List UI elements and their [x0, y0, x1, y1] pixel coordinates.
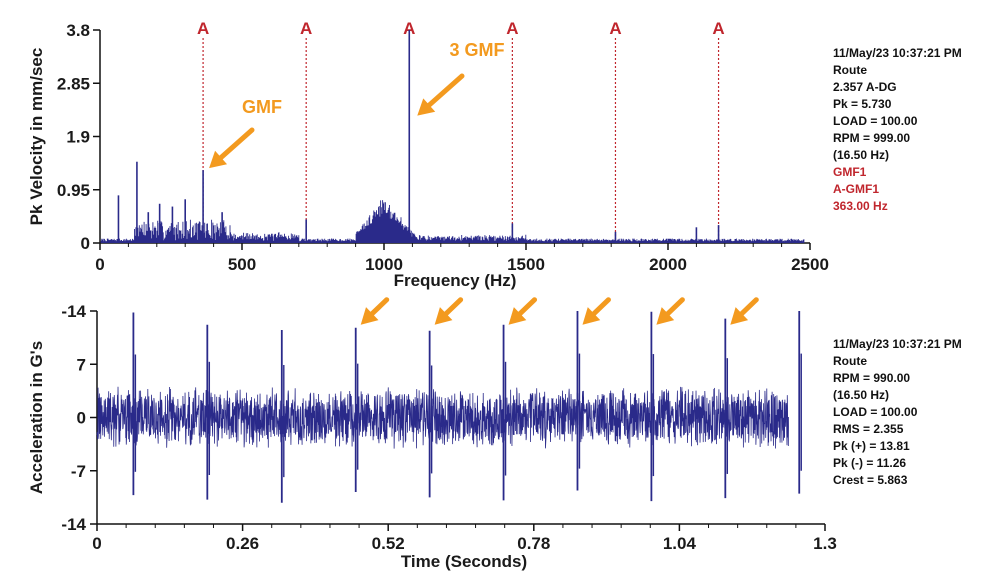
y-axis-title: Pk Velocity in mm/sec — [27, 48, 46, 226]
arrow-head — [209, 150, 228, 169]
x-tick-label: 0.52 — [372, 534, 405, 553]
spectrum-info-panel: 11/May/23 10:37:21 PM Route 2.357 A-DG Pk =… — [833, 45, 962, 215]
spectrum-chart: 0 0.95 1.9 2.85 3.8 0 500 1000 1500 2000 2500 Frequ… — [27, 19, 829, 290]
spectrum-info-gmf-line: GMF1 — [833, 165, 867, 179]
spectrum-info-line: RPM = 999.00 — [833, 131, 911, 145]
arrow-shaft — [218, 127, 255, 161]
y-tick-label: -7 — [71, 462, 86, 481]
gmf-marker-label: A — [197, 19, 209, 38]
y-tick-label: 1.9 — [66, 128, 90, 147]
y-tick-label: 0 — [81, 234, 90, 253]
y-axis-title: Acceleration in G's — [27, 341, 46, 494]
y-tick-label: 0.95 — [57, 181, 90, 200]
arrow-shaft — [517, 297, 538, 317]
waveform-chart: -14 7 0 -7 -14 0 0.26 0.52 0.78 1.04 1.3 Time (Seco… — [27, 297, 837, 571]
x-tick-label: 0 — [95, 255, 104, 274]
arrow-shaft — [443, 297, 464, 317]
x-tick-label: 2500 — [791, 255, 829, 274]
waveform-info-line: Route — [833, 354, 867, 368]
impact-annotation-arrow — [508, 297, 538, 325]
spectrum-info-line: 2.357 A-DG — [833, 80, 897, 94]
x-tick-label: 0.78 — [517, 534, 550, 553]
arrow-head — [434, 307, 453, 325]
y-tick-label: 0 — [77, 409, 86, 428]
spectrum-info-line: 11/May/23 10:37:21 PM — [833, 46, 962, 60]
arrow-head — [730, 307, 749, 325]
arrow-head — [360, 307, 379, 325]
gmf-marker-label: A — [403, 19, 415, 38]
x-tick-label: 1000 — [365, 255, 403, 274]
y-tick-label: 2.85 — [57, 74, 90, 93]
impact-annotation-arrow — [582, 297, 611, 325]
waveform-info-line: Pk (-) = 11.26 — [833, 456, 907, 470]
gmf-marker-label: A — [506, 19, 518, 38]
waveform-info-line: 11/May/23 10:37:21 PM — [833, 337, 962, 351]
x-tick-label: 1.3 — [813, 534, 837, 553]
gmf-marker-label: A — [712, 19, 724, 38]
gmf-marker-label: A — [609, 19, 621, 38]
x-tick-label: 1.04 — [663, 534, 697, 553]
arrow-shaft — [591, 297, 611, 317]
arrow-head — [656, 307, 675, 325]
arrow-shaft — [739, 297, 759, 317]
impact-annotation-arrow — [434, 297, 464, 325]
y-tick-label: 3.8 — [66, 21, 90, 40]
y-tick-label: -14 — [61, 302, 86, 321]
spectrum-info-line: LOAD = 100.00 — [833, 114, 918, 128]
gmf-annotation-arrow — [209, 127, 255, 169]
arrow-head — [417, 98, 436, 116]
waveform-trace — [96, 386, 789, 449]
waveform-info-line: Crest = 5.863 — [833, 473, 908, 487]
x-tick-label: 0.26 — [226, 534, 259, 553]
impact-annotation-arrow — [730, 297, 759, 325]
waveform-info-line: LOAD = 100.00 — [833, 405, 918, 419]
spectrum-info-gmf-line: 363.00 Hz — [833, 199, 888, 213]
x-tick-label: 0 — [92, 534, 101, 553]
y-tick-label: 7 — [77, 355, 86, 374]
arrow-shaft — [369, 297, 390, 317]
waveform-info-line: RMS = 2.355 — [833, 422, 904, 436]
spectrum-info-line: Route — [833, 63, 867, 77]
gmf-annotation-label: GMF — [242, 97, 282, 117]
impact-annotation-arrow — [656, 297, 685, 325]
waveform-info-line: (16.50 Hz) — [833, 388, 890, 402]
y-tick-label: -14 — [61, 515, 86, 534]
spectrum-info-line: Pk = 5.730 — [833, 97, 892, 111]
impact-annotation-arrow — [360, 297, 390, 325]
arrow-shaft — [426, 73, 465, 108]
waveform-info-line: Pk (+) = 13.81 — [833, 439, 910, 453]
spectrum-info-gmf-line: A-GMF1 — [833, 182, 879, 196]
arrow-shaft — [665, 297, 685, 317]
waveform-info-line: RPM = 990.00 — [833, 371, 911, 385]
x-tick-label: 500 — [228, 255, 256, 274]
x-tick-label: 2000 — [649, 255, 687, 274]
arrow-head — [582, 307, 601, 325]
x-axis-title: Frequency (Hz) — [394, 271, 517, 290]
spectrum-info-line: (16.50 Hz) — [833, 148, 890, 162]
x-axis-title: Time (Seconds) — [401, 552, 527, 571]
arrow-head — [508, 307, 527, 325]
spectrum-trace — [100, 200, 805, 243]
waveform-info-panel: 11/May/23 10:37:21 PM Route RPM = 990.00 (1… — [833, 336, 962, 489]
x-tick-label: 1500 — [507, 255, 545, 274]
three-gmf-annotation-arrow — [417, 73, 465, 116]
three-gmf-annotation-label: 3 GMF — [449, 40, 504, 60]
gmf-marker-label: A — [300, 19, 312, 38]
